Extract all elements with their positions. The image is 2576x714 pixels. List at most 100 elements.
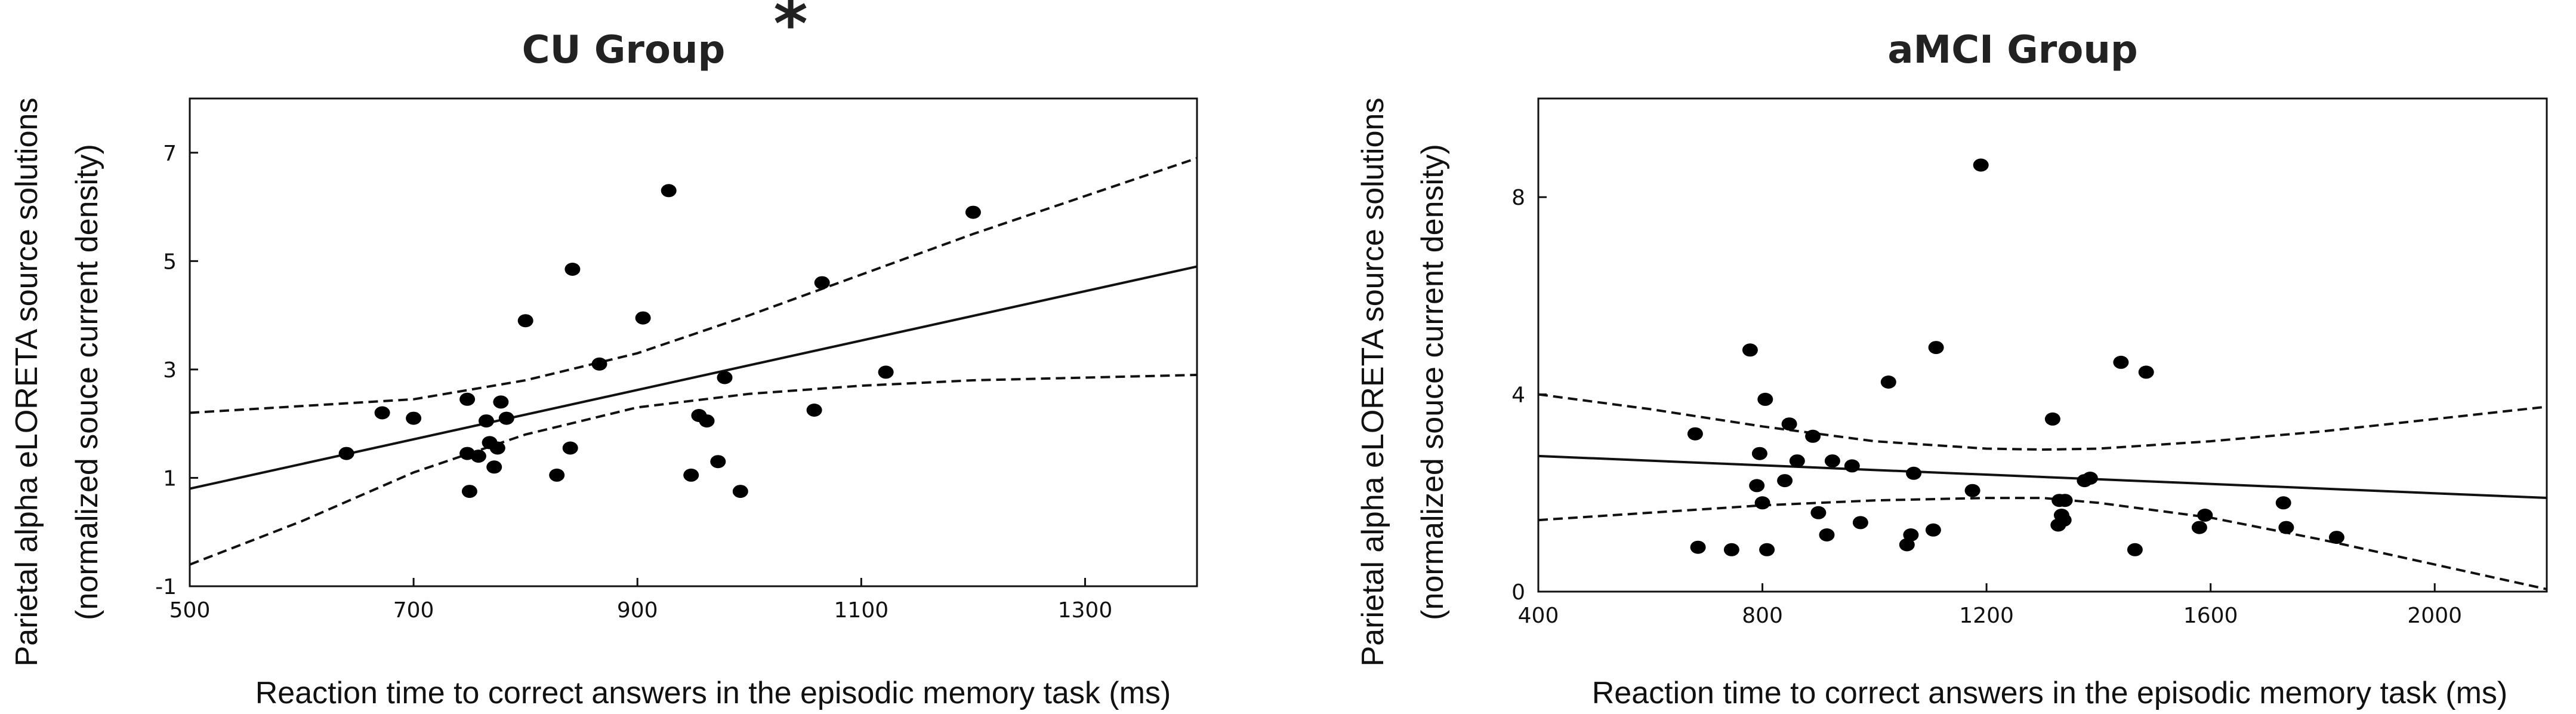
data-point: [1928, 341, 1944, 355]
regression-line: [1538, 454, 2547, 500]
data-point: [1810, 506, 1827, 519]
data-point: [710, 455, 726, 469]
chart-title: CU Group: [522, 28, 726, 72]
x-tick-label: 900: [617, 598, 658, 623]
data-point: [965, 205, 981, 219]
x-axis-label: Reaction time to correct answers in the …: [255, 676, 1171, 710]
data-point: [2044, 412, 2060, 426]
data-point: [2197, 509, 2213, 522]
data-point: [2056, 513, 2072, 527]
data-point: [498, 411, 514, 425]
data-point: [470, 450, 486, 463]
data-point: [635, 311, 651, 325]
y-tick-label: -1: [155, 575, 177, 599]
data-point: [461, 485, 477, 498]
data-point: [1687, 427, 1703, 441]
chart-title: aMCI Group: [1887, 28, 2137, 72]
x-tick-label: 400: [1518, 604, 1559, 628]
data-point: [2057, 494, 2073, 507]
data-point: [1777, 474, 1793, 488]
data-point: [732, 485, 748, 498]
data-point: [717, 371, 733, 384]
data-point: [517, 314, 533, 328]
data-point: [2278, 521, 2294, 534]
data-point: [1742, 343, 1758, 357]
data-point: [2113, 355, 2129, 369]
x-axis-label: Reaction time to correct answers in the …: [1592, 676, 2508, 710]
y-tick-label: 7: [163, 141, 177, 166]
confidence-band-upper: [189, 157, 1198, 414]
data-point: [1925, 523, 1941, 537]
y-axis-label-line-1: Parietal alpha eLORETA source solutions: [10, 98, 44, 667]
x-tick-label: 1300: [1058, 598, 1113, 623]
data-point: [486, 460, 502, 474]
data-point: [661, 184, 677, 198]
y-axis-label-line-2: (normalized souce current density): [1415, 144, 1450, 620]
significance-asterisk: *: [773, 0, 808, 62]
x-tick-label: 1200: [1959, 604, 2014, 628]
x-tick-label: 800: [1742, 604, 1783, 628]
chart-cu-group: CU Group * Reaction time to correct answ…: [10, 0, 1198, 710]
x-tick-label: 1100: [834, 598, 889, 623]
confidence-band: [1538, 393, 2547, 590]
data-point: [562, 441, 578, 455]
data-point: [1759, 543, 1775, 556]
data-point: [1844, 459, 1860, 473]
x-tick-label: 1600: [2183, 604, 2238, 628]
data-point: [1824, 454, 1840, 468]
data-point: [1723, 543, 1739, 556]
y-tick-label: 8: [1511, 186, 1525, 210]
y-axis-label-line-2: (normalized souce current density): [70, 144, 104, 620]
data-point: [374, 406, 390, 420]
data-point: [2082, 472, 2098, 485]
plot-frame: [1537, 97, 2548, 593]
x-tick-label: 2000: [2407, 604, 2462, 628]
confidence-band-upper: [1538, 393, 2547, 451]
data-point: [1819, 528, 1835, 541]
data-point: [683, 468, 699, 482]
y-axis-label-line-1: Parietal alpha eLORETA source solutions: [1356, 98, 1390, 667]
data-point: [806, 404, 822, 417]
data-point: [699, 414, 715, 428]
data-point: [2275, 496, 2291, 510]
data-point: [1751, 447, 1767, 460]
confidence-band: [189, 157, 1198, 566]
data-point: [1749, 479, 1765, 493]
data-point: [1781, 417, 1797, 431]
data-point: [1805, 429, 1821, 443]
y-tick-label: 1: [163, 466, 177, 491]
axis-ticks: 500 700 900 1100 1300 -1 1 3 5 7: [155, 141, 1112, 623]
data-point: [493, 395, 509, 409]
regression-line: [189, 265, 1198, 490]
data-point: [878, 365, 894, 379]
data-point: [479, 414, 494, 428]
y-tick-label: 5: [163, 250, 177, 274]
y-tick-label: 4: [1511, 383, 1525, 408]
data-point: [549, 468, 565, 482]
y-tick-label: 3: [163, 358, 177, 383]
data-point: [1757, 392, 1773, 406]
confidence-band-lower: [189, 374, 1198, 566]
data-point: [1973, 158, 1989, 172]
confidence-band-lower: [1538, 497, 2547, 590]
data-point: [2127, 543, 2143, 556]
data-point: [1789, 454, 1805, 468]
data-points: [338, 184, 981, 498]
data-point: [2328, 531, 2344, 544]
axis-ticks: 400 800 1200 1600 2000 0 4 8: [1511, 186, 2462, 628]
data-point: [489, 441, 505, 455]
x-tick-label: 500: [169, 598, 211, 623]
data-point: [1899, 538, 1915, 552]
data-point: [591, 357, 607, 371]
data-point: [1852, 516, 1868, 530]
chart-amci-group: aMCI Group Reaction time to correct answ…: [1356, 28, 2548, 710]
data-point: [1903, 528, 1919, 541]
plot-frame: [189, 97, 1198, 587]
data-point: [2191, 521, 2207, 534]
data-point: [2138, 365, 2154, 379]
data-point: [459, 392, 476, 406]
data-point: [1906, 466, 1922, 480]
regression-line: [1538, 454, 2547, 500]
y-tick-label: 0: [1511, 580, 1525, 605]
